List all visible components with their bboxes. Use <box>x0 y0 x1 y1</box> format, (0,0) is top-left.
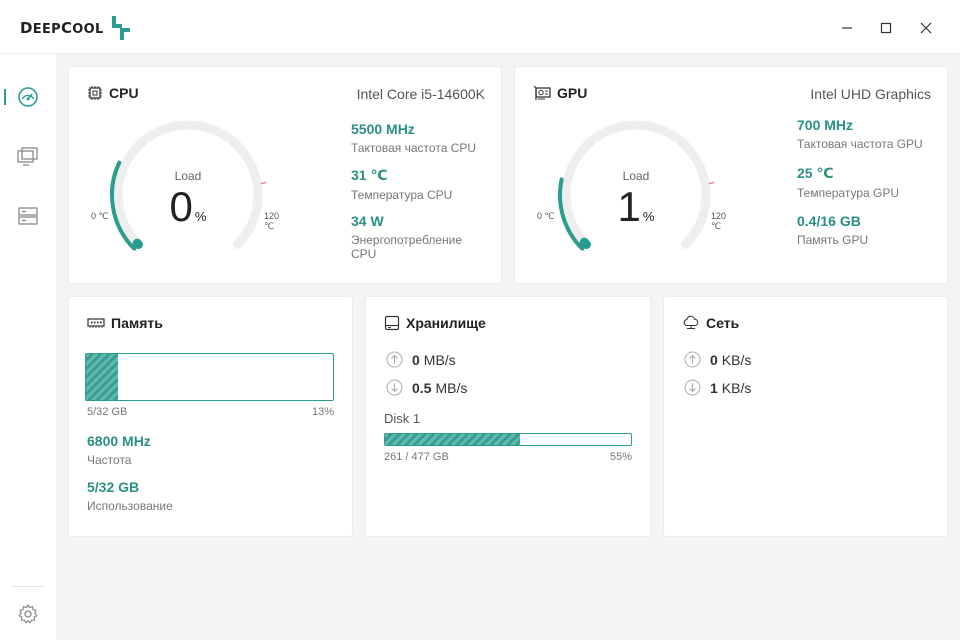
storage-write-unit: MB/s <box>435 379 468 396</box>
gpu-card-icon <box>533 85 551 100</box>
cpu-temp-arc <box>110 160 137 251</box>
storage-title: Хранилище <box>406 315 486 331</box>
cpu-chip-icon <box>88 86 102 100</box>
storage-card: Хранилище 0 MB/s 0.5 MB/s Disk 1 261 / 477… <box>365 296 651 537</box>
network-download-unit: KB/s <box>721 379 752 396</box>
network-upload-unit: KB/s <box>721 351 752 368</box>
network-download-row: 1 KB/s <box>684 379 751 396</box>
network-upload-row: 0 KB/s <box>684 351 751 368</box>
cpu-temp-stat: 31 ℃ Температура CPU <box>351 167 453 202</box>
gpu-load-arc <box>579 237 591 249</box>
deepcool-logo-mark <box>111 16 130 40</box>
gpu-gauge-svg <box>558 120 715 251</box>
network-title: Сеть <box>706 315 740 331</box>
disk-name: Disk 1 <box>384 411 421 426</box>
gpu-card: GPU Intel UHD Graphics Load 1% 0 ℃ 120 ℃… <box>514 66 948 284</box>
storage-drive-icon <box>384 315 400 331</box>
memory-usage-percent: 13% <box>311 406 334 418</box>
disk-usage-text: 261 / 477 GB <box>384 451 449 463</box>
nav-dashboard[interactable] <box>0 79 56 115</box>
gpu-max-temp: 120 ℃ <box>711 211 727 231</box>
network-download-value: 1 <box>710 379 718 396</box>
network-cloud-icon <box>683 315 699 329</box>
cpu-load-arc <box>132 238 143 249</box>
nav-monitor[interactable] <box>0 139 56 175</box>
cpu-title: CPU <box>109 85 139 101</box>
storage-write-row: 0.5 MB/s <box>386 379 467 396</box>
network-upload-value: 0 <box>710 351 718 368</box>
memory-card: Память 5/32 GB 13% 6800 MHz Частота 5/32… <box>68 296 353 537</box>
gpu-load-gauge: Load 1% 0 ℃ 120 ℃ <box>537 117 729 257</box>
gpu-clock-stat: 700 MHz Тактовая частота GPU <box>797 117 923 151</box>
memory-usage-text: 5/32 GB <box>87 406 128 418</box>
close-button[interactable] <box>912 14 940 42</box>
gpu-load-unit: % <box>642 209 655 224</box>
upload-arrow-icon <box>684 351 701 368</box>
gpu-load-value: 1 <box>617 183 641 230</box>
cpu-card: CPU Intel Core i5-14600K Load 0% 0 ℃ 120… <box>68 66 502 284</box>
cpu-min-temp: 0 ℃ <box>91 211 109 221</box>
monitor-icon <box>17 147 38 166</box>
close-icon <box>920 22 932 34</box>
dashboard-icon <box>18 87 38 107</box>
gear-icon <box>18 604 38 624</box>
cpu-power-stat: 34 W Энергопотребление CPU <box>351 213 463 261</box>
disk-usage-bar <box>384 433 632 446</box>
cpu-model: Intel Core i5-14600K <box>356 86 485 102</box>
cpu-gauge-svg <box>110 120 267 251</box>
gpu-min-temp: 0 ℃ <box>537 211 555 221</box>
memory-title: Память <box>111 315 163 331</box>
minimize-icon <box>842 27 852 29</box>
gpu-temp-arc <box>558 177 585 251</box>
settings-button[interactable] <box>0 596 56 632</box>
gpu-title: GPU <box>557 85 588 101</box>
cpu-load-gauge: Load 0% 0 ℃ 120 ℃ <box>91 117 281 257</box>
gpu-model: Intel UHD Graphics <box>810 86 931 102</box>
maximize-button[interactable] <box>872 14 900 42</box>
cpu-warning-tick <box>260 182 267 185</box>
maximize-icon <box>880 22 892 34</box>
storage-read-row: 0 MB/s <box>386 351 456 368</box>
upload-arrow-icon <box>386 351 403 368</box>
gpu-memory-stat: 0.4/16 GB Память GPU <box>797 213 869 247</box>
nav-server[interactable] <box>0 198 56 234</box>
storage-write-value: 0.5 <box>412 379 432 396</box>
memory-frequency-stat: 6800 MHz Частота <box>87 433 151 467</box>
ram-icon <box>87 318 105 328</box>
deepcool-logo: DEEPCOOL <box>20 14 132 42</box>
memory-usage-bar <box>85 353 334 401</box>
download-arrow-icon <box>386 379 403 396</box>
minimize-button[interactable] <box>833 14 861 42</box>
storage-read-unit: MB/s <box>423 351 456 368</box>
disk-usage-fill <box>385 434 521 445</box>
gpu-warning-tick <box>708 182 715 185</box>
disk-usage-percent: 55% <box>609 451 632 463</box>
cpu-load-value: 0 <box>169 183 193 230</box>
server-icon <box>18 207 38 225</box>
storage-read-value: 0 <box>412 351 420 368</box>
cpu-load-label: Load <box>174 169 202 183</box>
network-card: Сеть 0 KB/s 1 KB/s <box>663 296 948 537</box>
memory-usage-stat: 5/32 GB Использование <box>87 479 173 513</box>
title-bar: DEEPCOOL <box>0 0 960 54</box>
download-arrow-icon <box>684 379 701 396</box>
nav-active-indicator <box>4 89 6 105</box>
cpu-max-temp: 120 ℃ <box>264 211 280 231</box>
gpu-load-label: Load <box>622 169 650 183</box>
gpu-temp-stat: 25 ℃ Температура GPU <box>797 165 900 200</box>
cpu-load-unit: % <box>194 209 207 224</box>
cpu-clock-stat: 5500 MHz Тактовая частота CPU <box>351 121 477 155</box>
sidebar <box>0 54 56 640</box>
memory-usage-fill <box>86 354 119 400</box>
sidebar-divider <box>12 586 44 587</box>
